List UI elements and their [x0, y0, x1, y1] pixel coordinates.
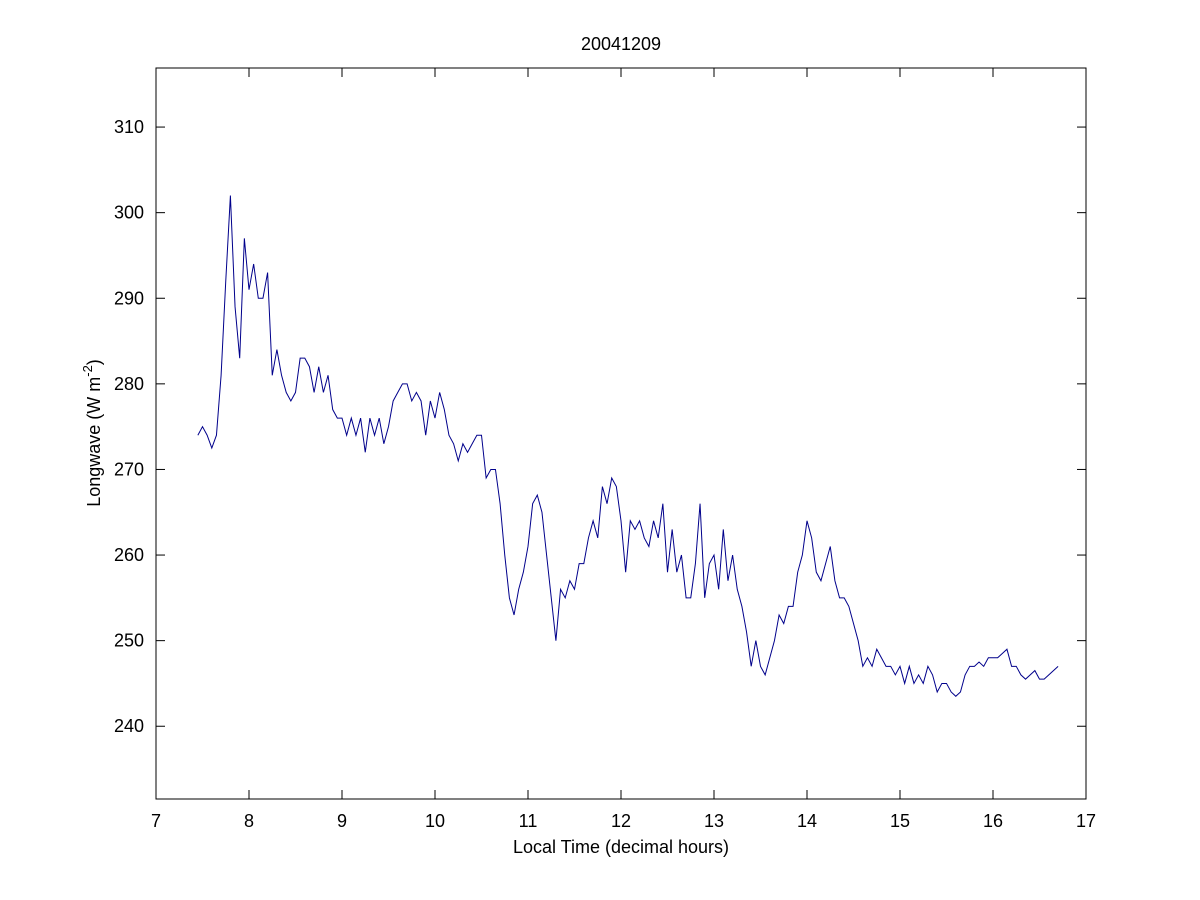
x-tick-label: 10: [425, 811, 445, 831]
x-tick-label: 11: [519, 811, 538, 831]
plot-area: [155, 67, 1087, 800]
y-tick-label: 280: [114, 374, 144, 394]
y-label-sup: -2: [80, 365, 95, 377]
x-tick-label: 12: [611, 811, 631, 831]
chart-title: 20041209: [581, 34, 661, 54]
y-tick-label: 290: [114, 288, 144, 308]
y-label-main: Longwave (W m: [84, 377, 104, 507]
y-label-end: ): [84, 359, 104, 365]
y-axis-label: Longwave (W m-2): [80, 359, 104, 507]
y-tick-label: 300: [114, 203, 144, 223]
y-tick-label: 250: [114, 631, 144, 651]
x-tick-label: 7: [151, 811, 161, 831]
x-tick-label: 15: [890, 811, 910, 831]
x-tick-label: 17: [1076, 811, 1096, 831]
x-axis-label: Local Time (decimal hours): [513, 837, 729, 857]
y-tick-label: 270: [114, 459, 144, 479]
y-tick-label: 260: [114, 545, 144, 565]
y-tick-label: 240: [114, 716, 144, 736]
x-tick-label: 8: [244, 811, 254, 831]
x-tick-label: 13: [704, 811, 724, 831]
y-tick-label: 310: [114, 117, 144, 137]
x-tick-label: 16: [983, 811, 1003, 831]
x-tick-label: 9: [337, 811, 347, 831]
x-tick-label: 14: [797, 811, 817, 831]
data-line: [197, 195, 1059, 697]
